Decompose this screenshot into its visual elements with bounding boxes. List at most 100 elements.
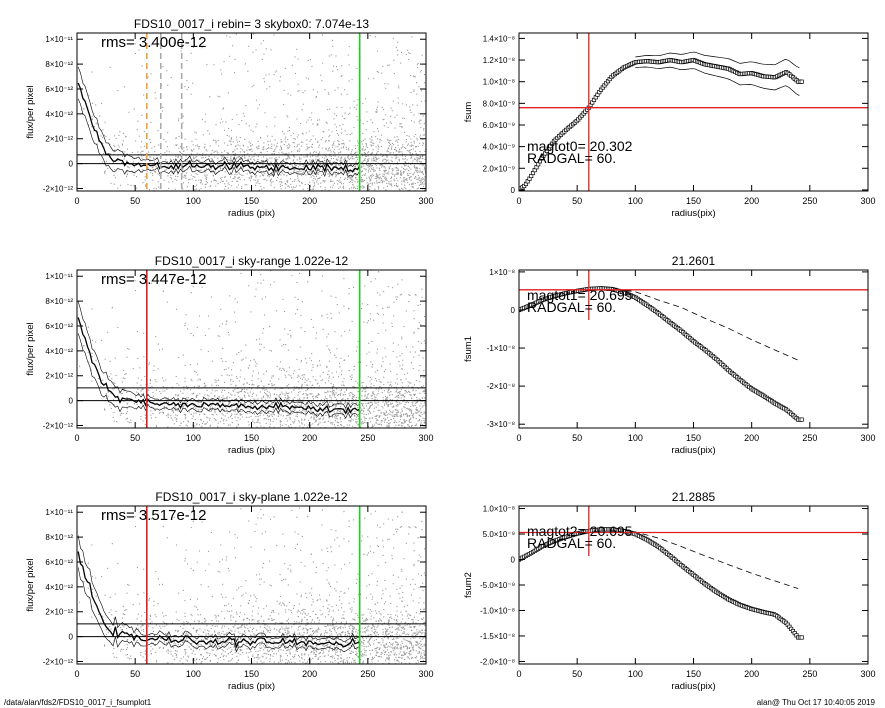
sky-pixel (250, 405, 252, 407)
sky-pixel (383, 166, 385, 168)
sky-pixel (330, 151, 332, 153)
sky-pixel (210, 167, 212, 169)
sky-pixel (293, 155, 295, 157)
sky-pixel (306, 409, 308, 411)
sky-pixel (206, 150, 208, 152)
sky-pixel (339, 186, 341, 188)
sky-pixel (140, 209, 141, 210)
sky-pixel (198, 315, 200, 317)
sky-pixel (307, 281, 309, 283)
sky-pixel (416, 430, 417, 431)
sky-pixel (382, 160, 384, 162)
sky-pixel (383, 174, 385, 176)
sky-pixel (335, 392, 337, 394)
sky-pixel (273, 74, 275, 76)
sky-pixel (341, 143, 343, 145)
sky-pixel (419, 399, 421, 401)
sky-pixel (316, 383, 318, 385)
sky-pixel (350, 157, 352, 159)
sky-pixel (376, 158, 378, 160)
sky-pixel (344, 391, 346, 393)
sky-pixel (306, 397, 308, 399)
sky-pixel (401, 353, 403, 355)
sky-pixel (251, 148, 253, 150)
sky-pixel (306, 148, 308, 150)
sky-pixel (279, 397, 281, 399)
sky-pixel (246, 161, 248, 163)
sky-pixel (150, 44, 152, 46)
sky-pixel (176, 144, 178, 146)
sky-pixel (378, 387, 380, 389)
sky-pixel (284, 164, 286, 166)
sky-pixel (324, 439, 325, 440)
sky-pixel (122, 200, 123, 201)
sky-pixel (233, 402, 235, 404)
sky-pixel (293, 146, 295, 148)
sky-pixel (263, 388, 265, 390)
sky-pixel (274, 116, 276, 118)
sky-pixel (401, 382, 403, 384)
sky-pixel (384, 347, 386, 349)
sky-pixel (418, 418, 420, 420)
sky-pixel (424, 389, 426, 391)
sky-pixel (371, 417, 373, 419)
sky-pixel (266, 179, 268, 181)
sky-pixel (357, 180, 359, 182)
sky-pixel (338, 422, 340, 424)
sky-pixel (385, 189, 387, 191)
sky-pixel (153, 161, 155, 163)
sky-pixel (340, 357, 342, 359)
sky-pixel (423, 179, 425, 181)
sky-pixel (91, 71, 93, 73)
sky-pixel (181, 440, 182, 441)
sky-pixel (373, 411, 375, 413)
sky-pixel (349, 392, 351, 394)
sky-pixel (236, 413, 238, 415)
sky-pixel (381, 164, 383, 166)
sky-pixel (384, 414, 386, 416)
sky-pixel (357, 188, 359, 190)
sky-pixel (404, 403, 406, 405)
sky-pixel (149, 139, 151, 141)
sky-pixel (312, 395, 314, 397)
sky-pixel (274, 149, 276, 151)
sky-pixel (420, 119, 422, 121)
sky-pixel (357, 140, 359, 142)
sky-pixel (247, 407, 249, 409)
sky-pixel (354, 165, 356, 167)
sky-pixel (266, 126, 268, 128)
sky-pixel (231, 185, 233, 187)
sky-pixel (293, 432, 294, 433)
sky-pixel (325, 121, 327, 123)
sky-pixel (265, 170, 267, 172)
sky-pixel (232, 380, 234, 382)
sky-pixel (338, 148, 340, 150)
sky-pixel (332, 386, 334, 388)
sky-pixel (397, 168, 399, 170)
sky-pixel (404, 421, 406, 423)
sky-pixel (279, 183, 281, 185)
sky-pixel (378, 313, 380, 315)
sky-pixel (247, 158, 249, 160)
sky-pixel (251, 193, 252, 194)
sky-pixel (372, 392, 374, 394)
sky-pixel (298, 90, 300, 92)
sky-pixel (403, 203, 404, 204)
sky-pixel (335, 176, 337, 178)
sky-pixel (349, 171, 351, 173)
sky-pixel (249, 148, 251, 150)
sky-pixel (192, 144, 194, 146)
sky-pixel (413, 310, 415, 312)
sky-pixel (219, 122, 221, 124)
sky-pixel (328, 148, 330, 150)
sky-pixel (250, 145, 252, 147)
sky-pixel (392, 197, 393, 198)
sky-pixel (401, 432, 402, 433)
sky-pixel (376, 106, 378, 108)
sky-pixel (280, 146, 282, 148)
sky-pixel (180, 161, 182, 163)
sky-pixel (376, 158, 378, 160)
sky-pixel (228, 392, 230, 394)
sky-pixel (370, 179, 372, 181)
sky-pixel (321, 80, 323, 82)
